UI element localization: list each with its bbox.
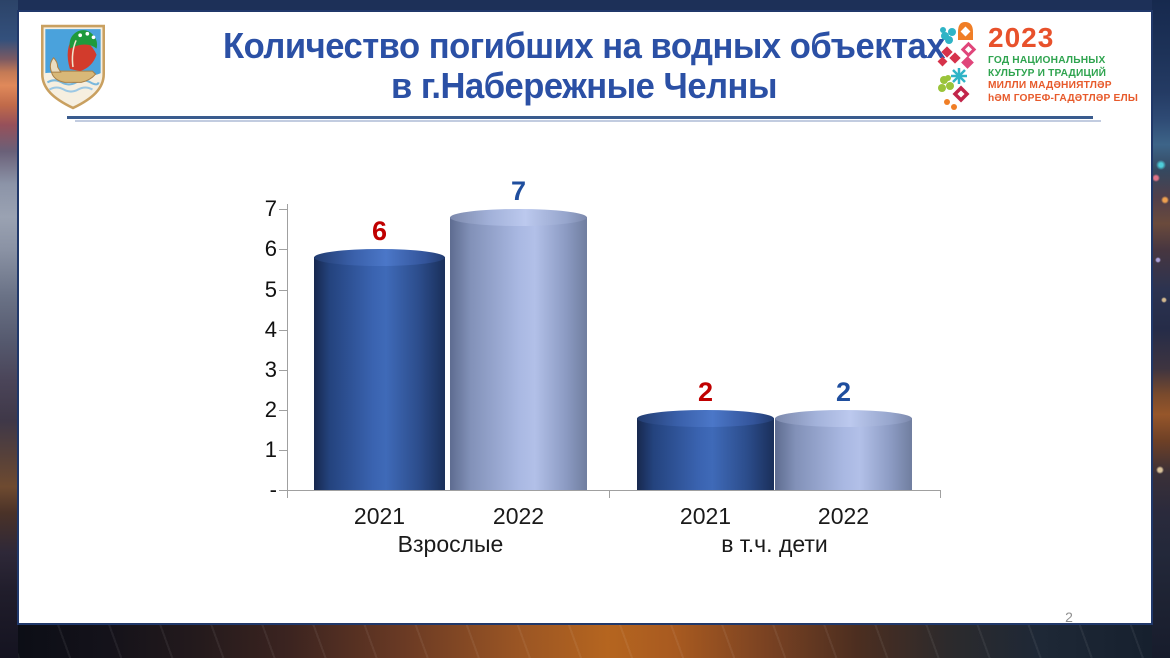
bar-cap <box>314 249 445 267</box>
bar-Взрослые-2022 <box>450 209 587 490</box>
bar-body <box>775 417 912 490</box>
x-axis-tick <box>940 490 941 498</box>
x-axis-line <box>287 490 940 491</box>
bar-в т.ч. дети-2021 <box>637 409 774 490</box>
city-coat-of-arms-icon <box>41 24 105 110</box>
y-axis-tick <box>279 249 287 251</box>
logo-slogan-lines: ГОД НАЦИОНАЛЬНЫХ КУЛЬТУР И ТРАДИЦИЙ МИЛЛИ … <box>988 54 1143 104</box>
slide-canvas: Количество погибших на водных объектах в… <box>17 10 1153 625</box>
title-divider-shadow <box>75 120 1101 122</box>
bar-value-label: 6 <box>371 216 388 247</box>
bar-body <box>637 417 774 490</box>
y-axis-tick-label: 5 <box>264 276 277 302</box>
bar-value-label: 2 <box>697 376 714 407</box>
x-axis-group-label: в т.ч. дети <box>721 531 828 557</box>
deaths-bar-chart: 7 6 5 4 3 2 1-6 2021 7 2022 Взрослые 2 2021 2 2022 в т.… <box>19 12 1151 623</box>
year-2023-logo-text: 2023 ГОД НАЦИОНАЛЬНЫХ КУЛЬТУР И ТРАДИЦИЙ М… <box>988 20 1143 112</box>
background-photo-left-edge <box>0 0 18 658</box>
y-axis-tick-label: 4 <box>264 316 277 342</box>
y-axis-tick-label: 7 <box>264 196 277 222</box>
y-axis-tick-label: 2 <box>264 396 277 422</box>
x-axis-category-label: 2021 <box>353 503 406 529</box>
page-title: Количество погибших на водных объектах в… <box>147 26 1021 106</box>
y-axis-tick-label: 1 <box>264 436 277 462</box>
background-photo-right-edge <box>1152 0 1170 658</box>
y-axis-tick <box>279 409 287 411</box>
x-axis-tick <box>287 490 288 498</box>
bar-в т.ч. дети-2022 <box>775 409 912 490</box>
bar-value-label: 7 <box>510 176 527 207</box>
folk-ornament-icon <box>937 22 977 110</box>
y-axis-tick <box>279 369 287 371</box>
bar-body <box>450 217 587 490</box>
y-axis-tick <box>279 329 287 331</box>
y-axis-tick <box>279 209 287 211</box>
bar-cap <box>450 209 587 227</box>
x-axis-tick <box>609 490 610 498</box>
bar-body <box>314 257 445 490</box>
x-axis-group-label: Взрослые <box>397 531 504 557</box>
y-axis-line <box>287 204 288 490</box>
logo-slogan-line-1: ГОД НАЦИОНАЛЬНЫХ <box>988 54 1106 66</box>
bar-Взрослые-2021 <box>314 249 445 490</box>
logo-year: 2023 <box>988 22 1055 53</box>
y-axis-tick-label: 3 <box>264 356 277 382</box>
page-title-line2: в г.Набережные Челны <box>391 65 777 106</box>
bar-cap <box>775 409 912 427</box>
page-number: 2 <box>1065 609 1073 625</box>
x-axis-category-label: 2021 <box>679 503 732 529</box>
background-photo-bottom-edge <box>18 625 1152 658</box>
logo-slogan-line-2: КУЛЬТУР И ТРАДИЦИЙ <box>988 66 1107 79</box>
x-axis-category-label: 2022 <box>492 503 545 529</box>
logo-slogan-line-4: һӘМ ГОРЕФ-ГАДӘТЛӘР ЕЛЫ <box>988 91 1139 104</box>
y-axis-tick <box>279 490 287 491</box>
logo-slogan-line-3: МИЛЛИ МАДӘНИЯТЛӘР <box>988 79 1112 91</box>
year-2023-logo: 2023 ГОД НАЦИОНАЛЬНЫХ КУЛЬТУР И ТРАДИЦИЙ М… <box>935 20 1143 112</box>
title-divider-line <box>67 116 1093 119</box>
y-axis-tick-label: 6 <box>264 236 277 262</box>
y-axis-tick <box>279 449 287 451</box>
y-axis-tick-label: - <box>269 477 277 502</box>
bar-cap <box>637 409 774 427</box>
y-axis-tick <box>279 289 287 291</box>
bar-value-label: 2 <box>835 376 852 407</box>
page-title-line1: Количество погибших на водных объектах <box>222 25 946 66</box>
x-axis-category-label: 2022 <box>817 503 870 529</box>
